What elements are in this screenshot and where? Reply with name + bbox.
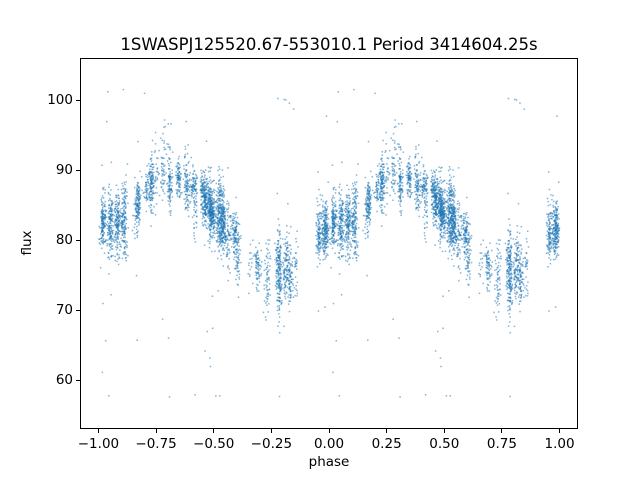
y-tick-label: 100 bbox=[47, 92, 73, 108]
y-tick-label: 70 bbox=[55, 302, 73, 318]
plot-axes bbox=[80, 58, 578, 429]
x-tick-mark bbox=[559, 429, 561, 433]
x-tick-mark bbox=[213, 429, 215, 433]
x-tick-mark bbox=[328, 429, 330, 433]
x-tick-label: 0.25 bbox=[371, 436, 402, 452]
x-axis-label: phase bbox=[308, 454, 350, 470]
x-tick-mark bbox=[443, 429, 445, 433]
plot-title: 1SWASPJ125520.67-553010.1 Period 3414604… bbox=[120, 35, 538, 54]
scatter-points-canvas bbox=[81, 59, 577, 428]
x-tick-mark bbox=[97, 429, 99, 433]
x-tick-label: 0.75 bbox=[486, 436, 517, 452]
x-tick-mark bbox=[501, 429, 503, 433]
x-tick-label: 0.00 bbox=[313, 436, 345, 452]
y-tick-mark bbox=[76, 99, 80, 101]
y-tick-mark bbox=[76, 169, 80, 171]
x-tick-mark bbox=[386, 429, 388, 433]
x-tick-mark bbox=[155, 429, 157, 433]
y-tick-label: 90 bbox=[55, 162, 73, 178]
x-tick-mark bbox=[270, 429, 272, 433]
y-tick-mark bbox=[76, 379, 80, 381]
y-tick-mark bbox=[76, 239, 80, 241]
y-tick-label: 60 bbox=[55, 372, 73, 388]
x-tick-label: −0.75 bbox=[135, 436, 177, 452]
y-tick-label: 80 bbox=[55, 232, 73, 248]
x-tick-label: −0.25 bbox=[250, 436, 293, 452]
y-tick-mark bbox=[76, 309, 80, 311]
x-tick-label: −0.50 bbox=[193, 436, 235, 452]
x-tick-label: 1.00 bbox=[544, 436, 575, 452]
x-tick-label: −1.00 bbox=[77, 436, 120, 452]
x-tick-label: 0.50 bbox=[429, 436, 460, 452]
